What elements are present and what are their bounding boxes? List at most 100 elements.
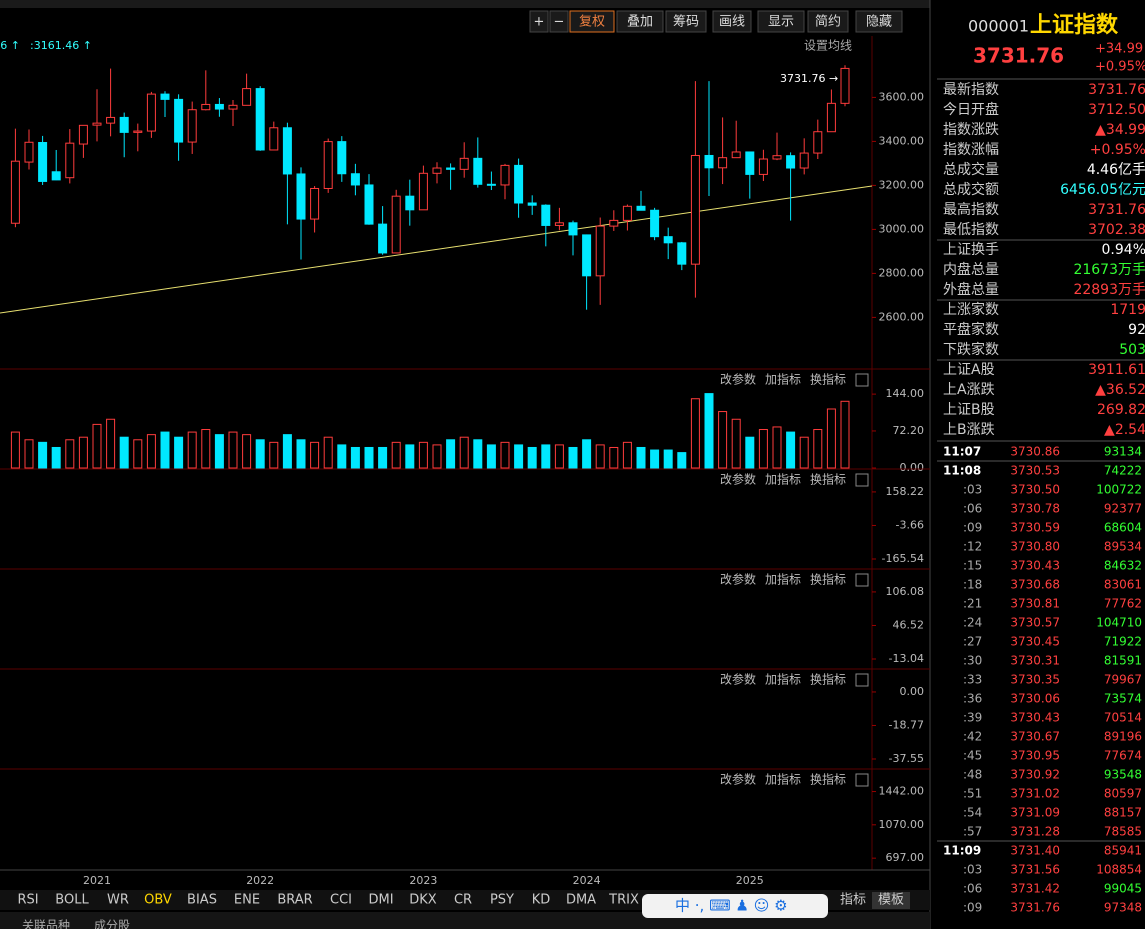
- candle-body: [758, 158, 768, 175]
- tick-price: 3731.28: [1010, 825, 1060, 839]
- tick-volume: 73574: [1104, 692, 1142, 706]
- tick-volume: 71922: [1104, 635, 1142, 649]
- indicator-tab[interactable]: DMI: [368, 893, 393, 908]
- volume-bar: [296, 439, 306, 469]
- candle-body: [282, 127, 292, 175]
- volume-bar: [214, 434, 224, 469]
- indicator-tab[interactable]: ENE: [234, 893, 260, 908]
- y-tick-label: 2600.00: [879, 310, 925, 323]
- volume-bar: [840, 400, 850, 469]
- tick-time: :48: [963, 768, 982, 782]
- indicator-tab[interactable]: TRIX: [608, 893, 639, 908]
- tick-price: 3730.92: [1010, 768, 1060, 782]
- panel-button[interactable]: 改参数: [720, 672, 756, 687]
- indicator-tab[interactable]: DKX: [409, 893, 437, 908]
- panel-close[interactable]: [855, 673, 869, 687]
- row-value: 4.46亿手: [1087, 162, 1145, 178]
- tick-time: 11:09: [943, 844, 981, 858]
- toolbar-button[interactable]: [549, 10, 569, 33]
- tick-price: 3730.53: [1010, 464, 1060, 478]
- tick-time: :06: [963, 502, 982, 516]
- bottom-tab[interactable]: 关联品种: [22, 919, 70, 929]
- panel-button[interactable]: 换指标: [810, 772, 846, 787]
- tick-time: :09: [963, 521, 982, 535]
- indicator-tab[interactable]: PSY: [490, 893, 514, 908]
- row-value: 3702.38: [1088, 222, 1145, 238]
- row-value: +0.95%: [1090, 142, 1145, 158]
- panel-close[interactable]: [855, 373, 869, 387]
- toolbar-label: +: [534, 15, 545, 30]
- volume-bar: [255, 439, 265, 469]
- panel-button[interactable]: 改参数: [720, 372, 756, 387]
- candle-body: [255, 88, 265, 151]
- x-tick-label: 2024: [573, 874, 601, 887]
- toolbar-button[interactable]: [807, 10, 849, 33]
- volume-bar: [609, 446, 619, 469]
- indicator-more[interactable]: 指标: [840, 893, 866, 908]
- panel-button[interactable]: 换指标: [810, 572, 846, 587]
- candle-body: [38, 142, 48, 182]
- indicator-tab[interactable]: WR: [107, 893, 129, 908]
- row-value: 3911.61: [1088, 362, 1145, 378]
- candle-body: [78, 124, 88, 145]
- tick-time: 11:07: [943, 445, 981, 459]
- indicator-tab[interactable]: BOLL: [55, 893, 89, 908]
- y-tick-label: 697.00: [886, 851, 925, 864]
- panel-button[interactable]: 加指标: [765, 372, 801, 387]
- bottom-tab[interactable]: 成分股: [94, 919, 130, 929]
- panel-close[interactable]: [855, 773, 869, 787]
- panel-button[interactable]: 换指标: [810, 672, 846, 687]
- volume-bar: [119, 436, 129, 469]
- indicator-tab[interactable]: CCI: [330, 893, 352, 908]
- template-button[interactable]: [872, 892, 910, 909]
- panel-button[interactable]: 换指标: [810, 372, 846, 387]
- volume-bar: [704, 393, 714, 469]
- toolbar-button[interactable]: [757, 10, 805, 33]
- y-tick-label: 158.22: [886, 485, 925, 498]
- volume-bar: [677, 452, 687, 469]
- toolbar-button[interactable]: [712, 10, 752, 33]
- panel-button[interactable]: 改参数: [720, 772, 756, 787]
- row-label: 最低指数: [943, 222, 999, 238]
- tick-price: 3731.56: [1010, 863, 1060, 877]
- indicator-tab[interactable]: BIAS: [187, 893, 217, 908]
- indicator-tab[interactable]: CR: [454, 893, 472, 908]
- panel-button[interactable]: 加指标: [765, 672, 801, 687]
- toolbar-button[interactable]: [529, 10, 549, 33]
- y-tick-label: 3400.00: [879, 134, 925, 147]
- panel-button[interactable]: 加指标: [765, 772, 801, 787]
- toolbar-button[interactable]: [569, 10, 615, 33]
- ma-settings[interactable]: 设置均线: [804, 39, 852, 53]
- tick-time: :12: [963, 540, 982, 554]
- panel-button[interactable]: 加指标: [765, 572, 801, 587]
- toolbar-button[interactable]: [855, 10, 903, 33]
- toolbar-button[interactable]: [665, 10, 707, 33]
- row-label: 内盘总量: [943, 261, 999, 278]
- tick-price: 3730.43: [1010, 559, 1060, 573]
- candle-body: [772, 155, 782, 160]
- template-label[interactable]: 模板: [878, 893, 904, 908]
- indicator-tab[interactable]: DMA: [566, 893, 596, 908]
- volume-bar: [133, 439, 143, 469]
- tick-volume: 92377: [1104, 502, 1142, 516]
- panel-button[interactable]: 换指标: [810, 472, 846, 487]
- row-label: 平盘家数: [943, 321, 999, 338]
- candle-body: [731, 151, 741, 159]
- panel-button[interactable]: 改参数: [720, 572, 756, 587]
- x-tick-label: 2022: [246, 874, 274, 887]
- panel-button[interactable]: 改参数: [720, 472, 756, 487]
- tick-price: 3731.09: [1010, 806, 1060, 820]
- indicator-tab[interactable]: OBV: [144, 893, 172, 908]
- toolbar-button[interactable]: [616, 10, 664, 33]
- volume-bar: [772, 426, 782, 469]
- candle-body: [337, 141, 347, 175]
- panel-button[interactable]: 加指标: [765, 472, 801, 487]
- panel-close[interactable]: [855, 573, 869, 587]
- indicator-tab[interactable]: BRAR: [277, 893, 312, 908]
- y-tick-label: 3200.00: [879, 178, 925, 191]
- volume-bar: [323, 436, 333, 469]
- volume-bar: [799, 436, 809, 469]
- indicator-tab[interactable]: RSI: [17, 893, 38, 908]
- panel-close[interactable]: [855, 473, 869, 487]
- indicator-tab[interactable]: KD: [532, 893, 551, 908]
